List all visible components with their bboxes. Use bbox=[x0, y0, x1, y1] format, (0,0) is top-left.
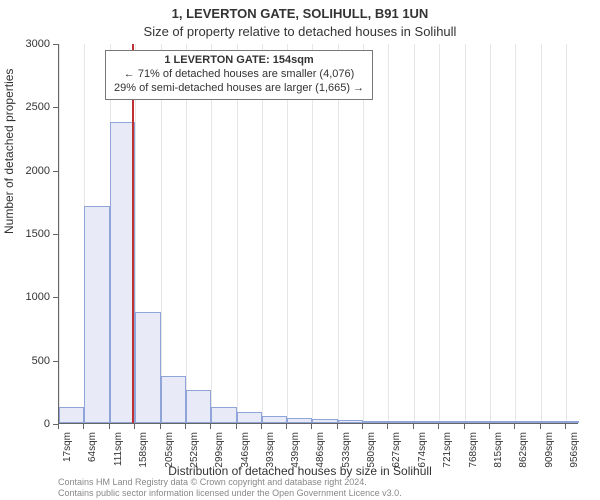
histogram-bar bbox=[161, 376, 186, 423]
grid-line bbox=[363, 44, 364, 423]
histogram-bar bbox=[287, 418, 312, 423]
info-box-line3: 29% of semi-detached houses are larger (… bbox=[114, 82, 364, 96]
histogram-bar bbox=[388, 421, 413, 423]
x-tick bbox=[261, 424, 262, 429]
grid-line bbox=[541, 44, 542, 423]
histogram-bar bbox=[490, 421, 515, 423]
histogram-bar bbox=[135, 312, 160, 423]
grid-line bbox=[439, 44, 440, 423]
y-tick-label: 2000 bbox=[10, 165, 50, 177]
y-tick bbox=[53, 171, 58, 172]
x-tick bbox=[362, 424, 363, 429]
histogram-bar bbox=[211, 407, 236, 423]
grid-line bbox=[262, 44, 263, 423]
chart-container: 1, LEVERTON GATE, SOLIHULL, B91 1UN Size… bbox=[0, 0, 600, 500]
x-tick bbox=[337, 424, 338, 429]
y-tick bbox=[53, 297, 58, 298]
histogram-bar bbox=[84, 206, 109, 423]
grid-line bbox=[388, 44, 389, 423]
y-tick bbox=[53, 234, 58, 235]
grid-line bbox=[515, 44, 516, 423]
x-tick bbox=[109, 424, 110, 429]
x-tick bbox=[565, 424, 566, 429]
histogram-bar bbox=[262, 416, 287, 423]
grid-line bbox=[465, 44, 466, 423]
grid-line bbox=[566, 44, 567, 423]
histogram-bar bbox=[465, 421, 490, 423]
y-tick-label: 3000 bbox=[10, 38, 50, 50]
y-tick-label: 0 bbox=[10, 418, 50, 430]
y-tick bbox=[53, 44, 58, 45]
histogram-bar bbox=[515, 421, 540, 423]
x-tick bbox=[58, 424, 59, 429]
footer-line2: Contains public sector information licen… bbox=[58, 488, 402, 498]
y-tick-label: 500 bbox=[10, 355, 50, 367]
x-tick bbox=[464, 424, 465, 429]
footer: Contains HM Land Registry data © Crown c… bbox=[58, 477, 402, 498]
x-axis-title: Distribution of detached houses by size … bbox=[0, 464, 600, 478]
y-tick-label: 1000 bbox=[10, 291, 50, 303]
y-tick-label: 2500 bbox=[10, 101, 50, 113]
grid-line bbox=[414, 44, 415, 423]
x-tick bbox=[387, 424, 388, 429]
y-tick bbox=[53, 361, 58, 362]
x-tick bbox=[236, 424, 237, 429]
histogram-bar bbox=[237, 412, 262, 423]
grid-line bbox=[287, 44, 288, 423]
x-tick bbox=[185, 424, 186, 429]
histogram-bar bbox=[439, 421, 464, 423]
grid-line bbox=[312, 44, 313, 423]
grid-line bbox=[59, 44, 60, 423]
x-tick bbox=[438, 424, 439, 429]
histogram-bar bbox=[186, 390, 211, 423]
grid-line bbox=[237, 44, 238, 423]
histogram-bar bbox=[541, 421, 566, 423]
y-tick-label: 1500 bbox=[10, 228, 50, 240]
histogram-bar bbox=[566, 421, 579, 423]
histogram-bar bbox=[338, 420, 363, 423]
y-tick bbox=[53, 107, 58, 108]
x-tick bbox=[134, 424, 135, 429]
chart-title: 1, LEVERTON GATE, SOLIHULL, B91 1UN bbox=[0, 6, 600, 21]
x-tick bbox=[489, 424, 490, 429]
x-tick bbox=[514, 424, 515, 429]
histogram-bar bbox=[414, 421, 439, 423]
grid-line bbox=[161, 44, 162, 423]
histogram-bar bbox=[312, 419, 337, 423]
footer-line1: Contains HM Land Registry data © Crown c… bbox=[58, 477, 402, 487]
grid-line bbox=[186, 44, 187, 423]
x-tick bbox=[160, 424, 161, 429]
info-box: 1 LEVERTON GATE: 154sqm ← 71% of detache… bbox=[105, 50, 373, 100]
x-tick bbox=[83, 424, 84, 429]
grid-line bbox=[338, 44, 339, 423]
info-box-line2: ← 71% of detached houses are smaller (4,… bbox=[114, 68, 364, 82]
x-tick bbox=[210, 424, 211, 429]
histogram-bar bbox=[363, 421, 388, 423]
chart-subtitle: Size of property relative to detached ho… bbox=[0, 24, 600, 39]
x-tick bbox=[286, 424, 287, 429]
x-tick bbox=[311, 424, 312, 429]
histogram-bar bbox=[59, 407, 84, 423]
reference-line bbox=[132, 44, 134, 423]
y-axis-title: Number of detached properties bbox=[2, 69, 16, 234]
grid-line bbox=[211, 44, 212, 423]
x-tick bbox=[413, 424, 414, 429]
grid-line bbox=[490, 44, 491, 423]
x-tick bbox=[540, 424, 541, 429]
plot-area bbox=[58, 44, 578, 424]
info-box-line1: 1 LEVERTON GATE: 154sqm bbox=[114, 54, 364, 68]
